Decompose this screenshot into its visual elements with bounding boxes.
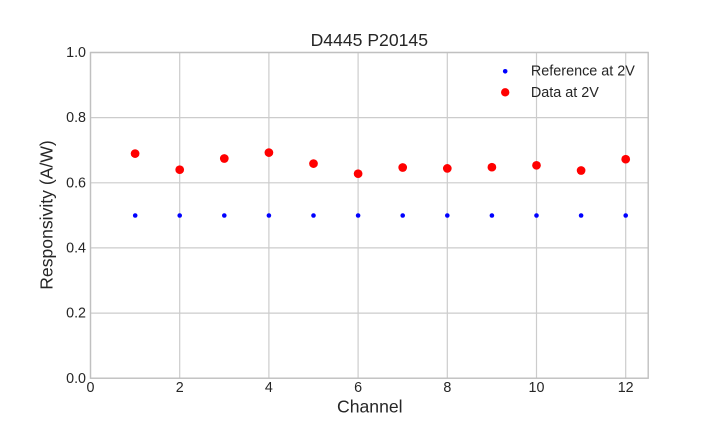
- svg-text:Reference at 2V: Reference at 2V: [531, 64, 635, 80]
- svg-text:0.4: 0.4: [66, 241, 86, 257]
- svg-text:2: 2: [176, 380, 184, 396]
- svg-text:6: 6: [354, 380, 362, 396]
- svg-text:0.2: 0.2: [66, 306, 86, 322]
- svg-text:0.0: 0.0: [66, 371, 86, 387]
- svg-text:0.6: 0.6: [66, 175, 86, 191]
- svg-text:0: 0: [87, 380, 95, 396]
- svg-text:12: 12: [618, 380, 634, 396]
- svg-text:Data at 2V: Data at 2V: [531, 85, 599, 101]
- svg-text:0.8: 0.8: [66, 110, 86, 126]
- svg-text:1.0: 1.0: [66, 45, 86, 61]
- svg-text:D4445 P20145: D4445 P20145: [311, 30, 429, 50]
- svg-text:Channel: Channel: [337, 396, 403, 416]
- svg-text:10: 10: [529, 380, 545, 396]
- svg-text:4: 4: [265, 380, 273, 396]
- svg-text:8: 8: [443, 380, 451, 396]
- svg-text:Responsivity (A/W): Responsivity (A/W): [37, 140, 57, 290]
